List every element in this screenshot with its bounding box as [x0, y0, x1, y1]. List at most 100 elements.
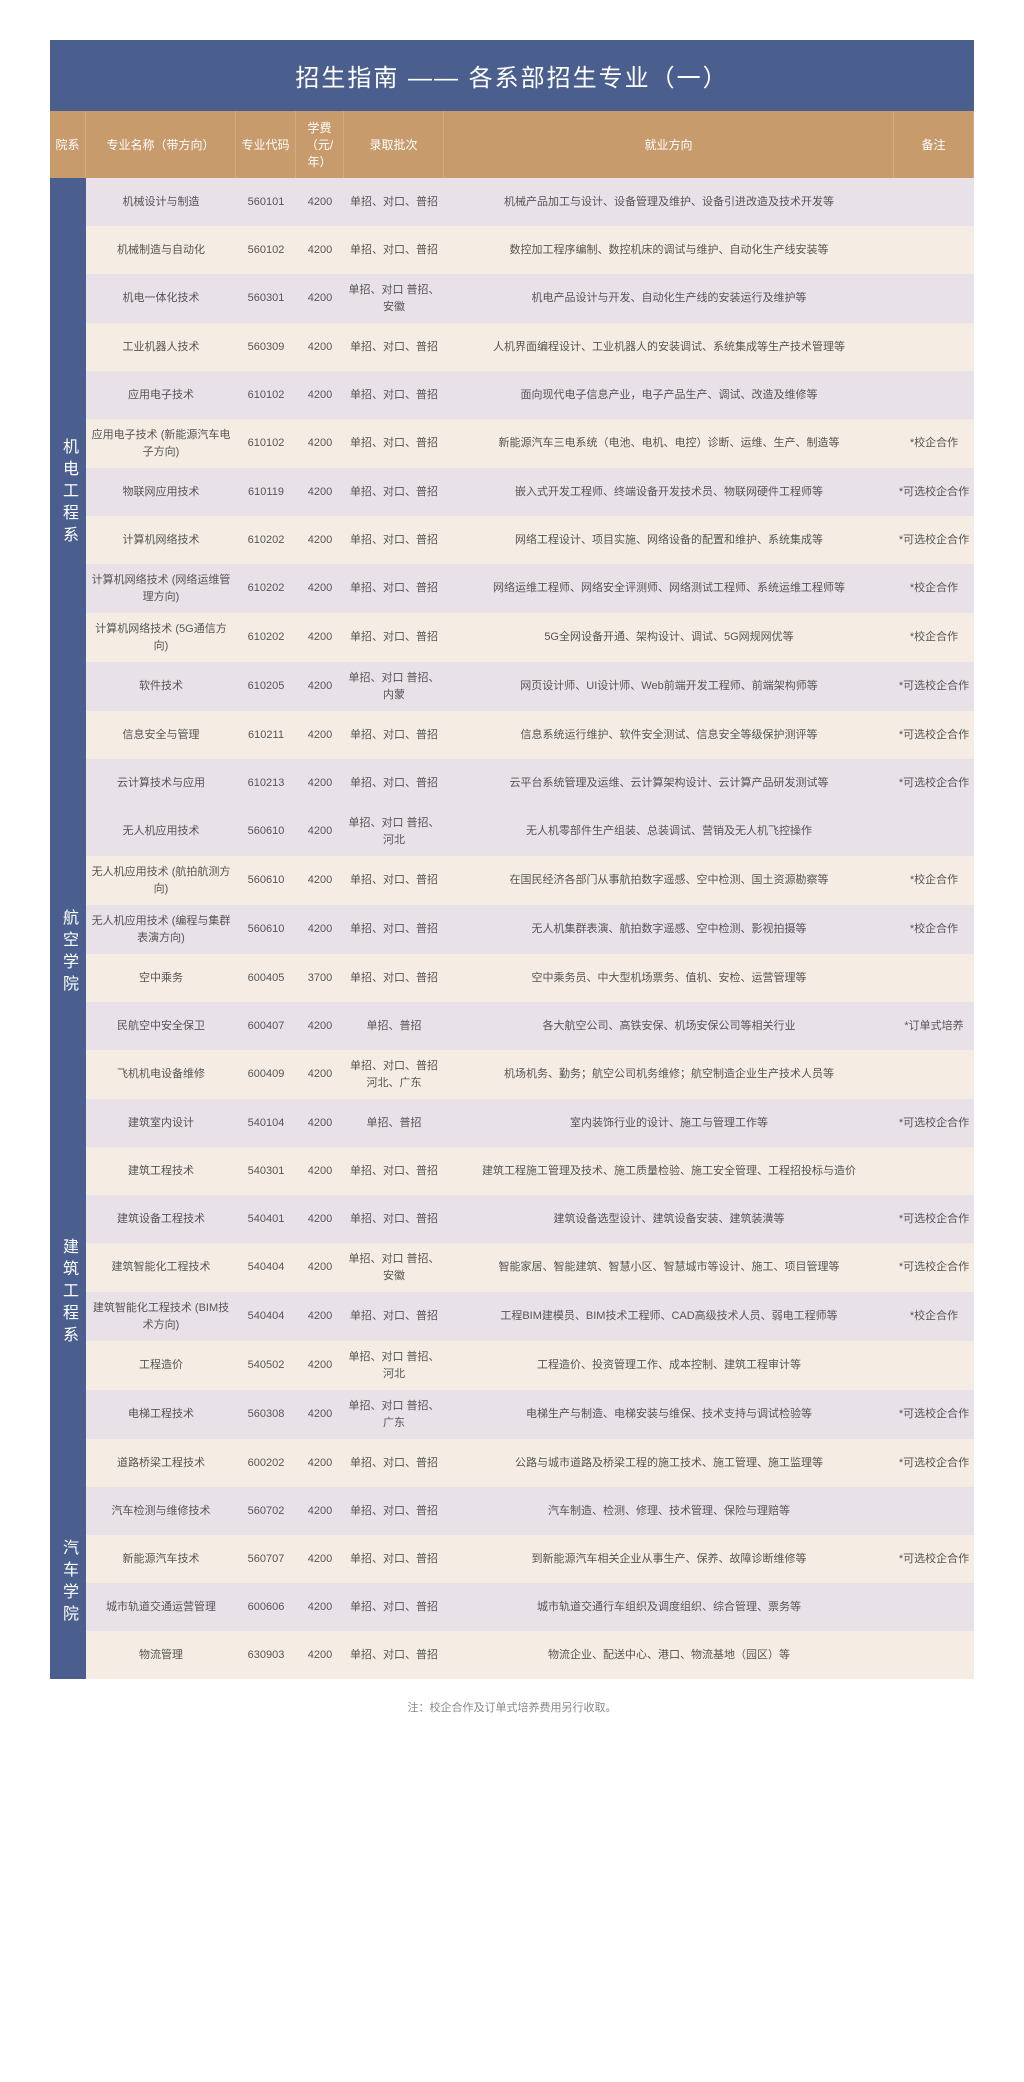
cell-major: 新能源汽车技术 [86, 1535, 236, 1583]
cell-remark [894, 1050, 974, 1099]
cell-career: 面向现代电子信息产业，电子产品生产、调试、改造及维修等 [444, 371, 894, 419]
header-fee: 学费（元/年） [296, 111, 344, 178]
cell-fee: 4200 [296, 759, 344, 807]
cell-fee: 4200 [296, 178, 344, 226]
cell-remark: *校企合作 [894, 905, 974, 954]
table-row: 计算机网络技术6102024200单招、对口、普招网络工程设计、项目实施、网络设… [86, 516, 974, 564]
admission-table-container: 招生指南 —— 各系部招生专业（一） 院系 专业名称（带方向） 专业代码 学费（… [50, 40, 974, 1679]
table-row: 建筑室内设计5401044200单招、普招室内装饰行业的设计、施工与管理工作等*… [86, 1099, 974, 1147]
cell-career: 工程BIM建模员、BIM技术工程师、CAD高级技术人员、弱电工程师等 [444, 1292, 894, 1341]
cell-remark [894, 226, 974, 274]
cell-remark: *校企合作 [894, 613, 974, 662]
cell-code: 540104 [236, 1099, 296, 1147]
cell-batch: 单招、对口 普招、内蒙 [344, 662, 444, 711]
header-remark: 备注 [894, 111, 974, 178]
cell-career: 人机界面编程设计、工业机器人的安装调试、系统集成等生产技术管理等 [444, 323, 894, 371]
dept-label: 汽车学院 [50, 1487, 86, 1679]
page-title: 招生指南 —— 各系部招生专业（一） [50, 40, 974, 111]
cell-code: 610102 [236, 371, 296, 419]
cell-major: 计算机网络技术 (5G通信方向) [86, 613, 236, 662]
cell-code: 610205 [236, 662, 296, 711]
table-row: 空中乘务6004053700单招、对口、普招空中乘务员、中大型机场票务、值机、安… [86, 954, 974, 1002]
cell-career: 城市轨道交通行车组织及调度组织、综合管理、票务等 [444, 1583, 894, 1631]
cell-major: 机械设计与制造 [86, 178, 236, 226]
cell-remark: *可选校企合作 [894, 1195, 974, 1243]
cell-major: 物流管理 [86, 1631, 236, 1679]
cell-code: 560610 [236, 905, 296, 954]
cell-career: 物流企业、配送中心、港口、物流基地（园区）等 [444, 1631, 894, 1679]
cell-batch: 单招、普招 [344, 1002, 444, 1050]
cell-major: 应用电子技术 (新能源汽车电子方向) [86, 419, 236, 468]
cell-remark [894, 1631, 974, 1679]
cell-major: 无人机应用技术 (航拍航测方向) [86, 856, 236, 905]
dept-section: 航空学院无人机应用技术5606104200单招、对口 普招、河北无人机零部件生产… [50, 807, 974, 1099]
header-dept: 院系 [50, 111, 86, 178]
cell-fee: 4200 [296, 1631, 344, 1679]
cell-fee: 4200 [296, 613, 344, 662]
cell-remark: *可选校企合作 [894, 1243, 974, 1292]
cell-fee: 4200 [296, 371, 344, 419]
cell-batch: 单招、对口、普招 [344, 1487, 444, 1535]
table-row: 建筑设备工程技术5404014200单招、对口、普招建筑设备选型设计、建筑设备安… [86, 1195, 974, 1243]
cell-fee: 4200 [296, 1002, 344, 1050]
cell-code: 540301 [236, 1147, 296, 1195]
cell-major: 空中乘务 [86, 954, 236, 1002]
cell-major: 软件技术 [86, 662, 236, 711]
cell-career: 网络工程设计、项目实施、网络设备的配置和维护、系统集成等 [444, 516, 894, 564]
cell-fee: 4200 [296, 1487, 344, 1535]
cell-remark: *校企合作 [894, 419, 974, 468]
cell-remark: *可选校企合作 [894, 1439, 974, 1487]
cell-fee: 4200 [296, 274, 344, 323]
cell-major: 建筑智能化工程技术 (BIM技术方向) [86, 1292, 236, 1341]
cell-batch: 单招、对口、普招 [344, 371, 444, 419]
cell-fee: 4200 [296, 711, 344, 759]
dept-section: 建筑工程系建筑室内设计5401044200单招、普招室内装饰行业的设计、施工与管… [50, 1099, 974, 1487]
cell-remark: *可选校企合作 [894, 662, 974, 711]
table-row: 新能源汽车技术5607074200单招、对口、普招到新能源汽车相关企业从事生产、… [86, 1535, 974, 1583]
cell-batch: 单招、对口 普招、广东 [344, 1390, 444, 1439]
cell-batch: 单招、对口、普招 [344, 1631, 444, 1679]
cell-major: 信息安全与管理 [86, 711, 236, 759]
header-code: 专业代码 [236, 111, 296, 178]
cell-career: 工程造价、投资管理工作、成本控制、建筑工程审计等 [444, 1341, 894, 1390]
cell-major: 电梯工程技术 [86, 1390, 236, 1439]
cell-major: 无人机应用技术 (编程与集群表演方向) [86, 905, 236, 954]
cell-major: 机电一体化技术 [86, 274, 236, 323]
cell-remark: *可选校企合作 [894, 711, 974, 759]
cell-major: 飞机机电设备维修 [86, 1050, 236, 1099]
table-row: 飞机机电设备维修6004094200单招、对口、普招 河北、广东机场机务、勤务；… [86, 1050, 974, 1099]
dept-label: 建筑工程系 [50, 1099, 86, 1487]
cell-fee: 4200 [296, 1147, 344, 1195]
cell-major: 计算机网络技术 [86, 516, 236, 564]
cell-major: 计算机网络技术 (网络运维管理方向) [86, 564, 236, 613]
table-row: 无人机应用技术 (航拍航测方向)5606104200单招、对口、普招在国民经济各… [86, 856, 974, 905]
cell-remark [894, 807, 974, 856]
cell-code: 610119 [236, 468, 296, 516]
cell-remark [894, 274, 974, 323]
cell-fee: 4200 [296, 1243, 344, 1292]
cell-batch: 单招、对口 普招、河北 [344, 1341, 444, 1390]
cell-career: 云平台系统管理及运维、云计算架构设计、云计算产品研发测试等 [444, 759, 894, 807]
cell-code: 610202 [236, 564, 296, 613]
cell-batch: 单招、对口、普招 [344, 516, 444, 564]
table-row: 软件技术6102054200单招、对口 普招、内蒙网页设计师、UI设计师、Web… [86, 662, 974, 711]
cell-remark [894, 178, 974, 226]
table-row: 建筑智能化工程技术5404044200单招、对口 普招、安徽智能家居、智能建筑、… [86, 1243, 974, 1292]
cell-fee: 4200 [296, 1292, 344, 1341]
cell-code: 600409 [236, 1050, 296, 1099]
cell-career: 网络运维工程师、网络安全评测师、网络测试工程师、系统运维工程师等 [444, 564, 894, 613]
cell-major: 无人机应用技术 [86, 807, 236, 856]
cell-career: 公路与城市道路及桥梁工程的施工技术、施工管理、施工监理等 [444, 1439, 894, 1487]
cell-code: 610102 [236, 419, 296, 468]
table-header-row: 院系 专业名称（带方向） 专业代码 学费（元/年） 录取批次 就业方向 备注 [50, 111, 974, 178]
table-row: 信息安全与管理6102114200单招、对口、普招信息系统运行维护、软件安全测试… [86, 711, 974, 759]
cell-fee: 4200 [296, 516, 344, 564]
table-row: 应用电子技术6101024200单招、对口、普招面向现代电子信息产业，电子产品生… [86, 371, 974, 419]
cell-batch: 单招、对口、普招 [344, 613, 444, 662]
cell-career: 数控加工程序编制、数控机床的调试与维护、自动化生产线安装等 [444, 226, 894, 274]
cell-major: 建筑智能化工程技术 [86, 1243, 236, 1292]
cell-code: 560301 [236, 274, 296, 323]
table-row: 城市轨道交通运营管理6006064200单招、对口、普招城市轨道交通行车组织及调… [86, 1583, 974, 1631]
cell-remark [894, 1583, 974, 1631]
cell-fee: 4200 [296, 807, 344, 856]
